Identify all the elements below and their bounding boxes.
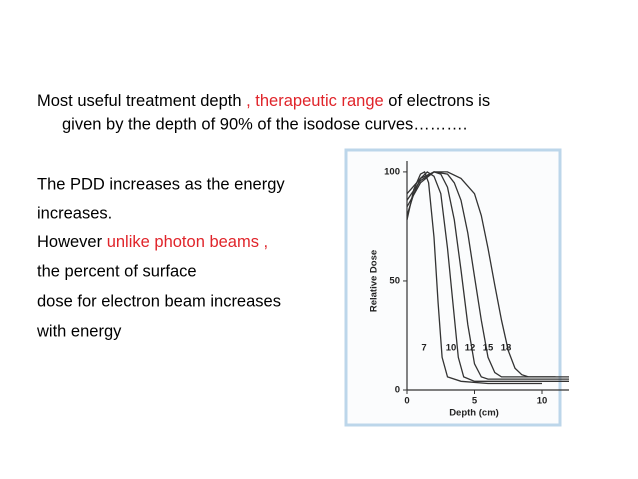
text-line: Most useful treatment depth , therapeuti… — [37, 92, 490, 110]
x-tick-label: 5 — [472, 396, 478, 407]
text-line: with energy — [36, 322, 122, 340]
text: of electrons is — [384, 92, 490, 110]
curve-label: 10 — [446, 343, 457, 354]
highlight: unlike photon beams , — [107, 233, 268, 251]
text-line: dose for electron beam increases — [37, 292, 281, 310]
text: However — [37, 233, 107, 251]
highlight: , therapeutic range — [246, 92, 384, 110]
text-line: the percent of surface — [37, 262, 197, 280]
curve-label: 15 — [483, 343, 494, 354]
text-line: However unlike photon beams , — [37, 233, 268, 251]
curve — [406, 171, 556, 378]
y-axis-label: Relative Dose — [369, 250, 380, 312]
text-line: The PDD increases as the energy — [37, 175, 285, 193]
text: Most useful treatment depth — [37, 92, 246, 110]
curve-label: 12 — [465, 343, 476, 354]
x-tick-label: 10 — [537, 396, 548, 407]
curve — [406, 170, 542, 385]
y-tick-label: 50 — [389, 275, 400, 286]
x-axis-label: Depth (cm) — [449, 408, 499, 419]
x-tick-label: 0 — [404, 396, 409, 407]
text-line: given by the depth of 90% of the isodose… — [62, 115, 467, 133]
curve-label: 18 — [501, 343, 512, 354]
y-tick-label: 100 — [384, 166, 400, 177]
curve-label: 7 — [421, 343, 426, 354]
y-tick-label: 0 — [395, 385, 400, 396]
text-line: increases. — [37, 204, 112, 222]
